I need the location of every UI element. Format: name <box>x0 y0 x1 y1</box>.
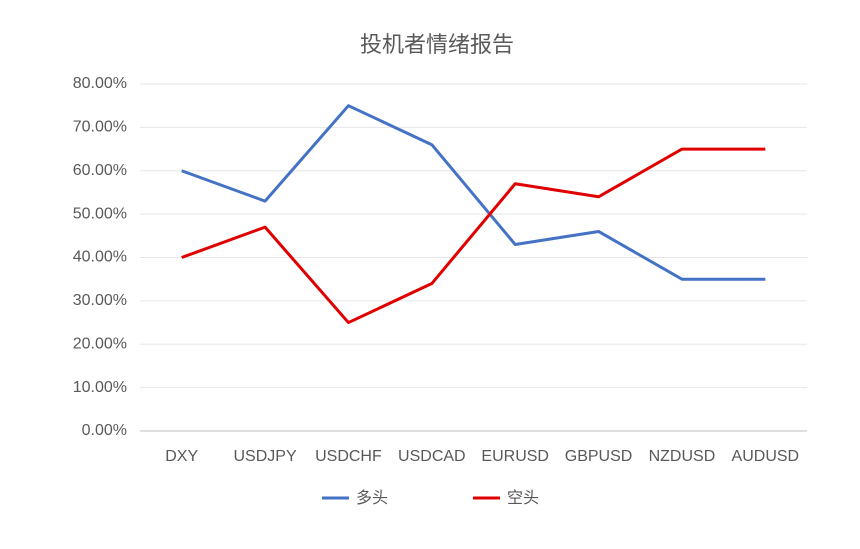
y-tick-label: 80.00% <box>73 75 127 92</box>
x-tick-label: USDCHF <box>315 448 382 465</box>
x-tick-label: DXY <box>165 448 198 465</box>
y-tick-label: 70.00% <box>73 119 127 136</box>
y-tick-label: 60.00% <box>73 162 127 179</box>
x-tick-label: NZDUSD <box>649 448 716 465</box>
y-tick-label: 30.00% <box>73 292 127 309</box>
chart-title: 投机者情绪报告 <box>360 32 514 57</box>
y-tick-label: 0.00% <box>82 422 127 439</box>
x-tick-label: EURUSD <box>481 448 549 465</box>
x-tick-label: USDCAD <box>398 448 466 465</box>
legend-label: 空头 <box>507 489 539 507</box>
series-line <box>181 147 766 325</box>
y-tick-label: 50.00% <box>73 205 127 222</box>
y-tick-label: 40.00% <box>73 249 127 266</box>
y-tick-label: 20.00% <box>73 335 127 352</box>
legend-label: 多头 <box>356 489 388 507</box>
x-tick-label: USDJPY <box>234 448 297 465</box>
y-tick-label: 10.00% <box>73 379 127 396</box>
x-tick-label: AUDUSD <box>732 448 800 465</box>
series-line <box>181 104 766 281</box>
x-tick-label: GBPUSD <box>565 448 633 465</box>
